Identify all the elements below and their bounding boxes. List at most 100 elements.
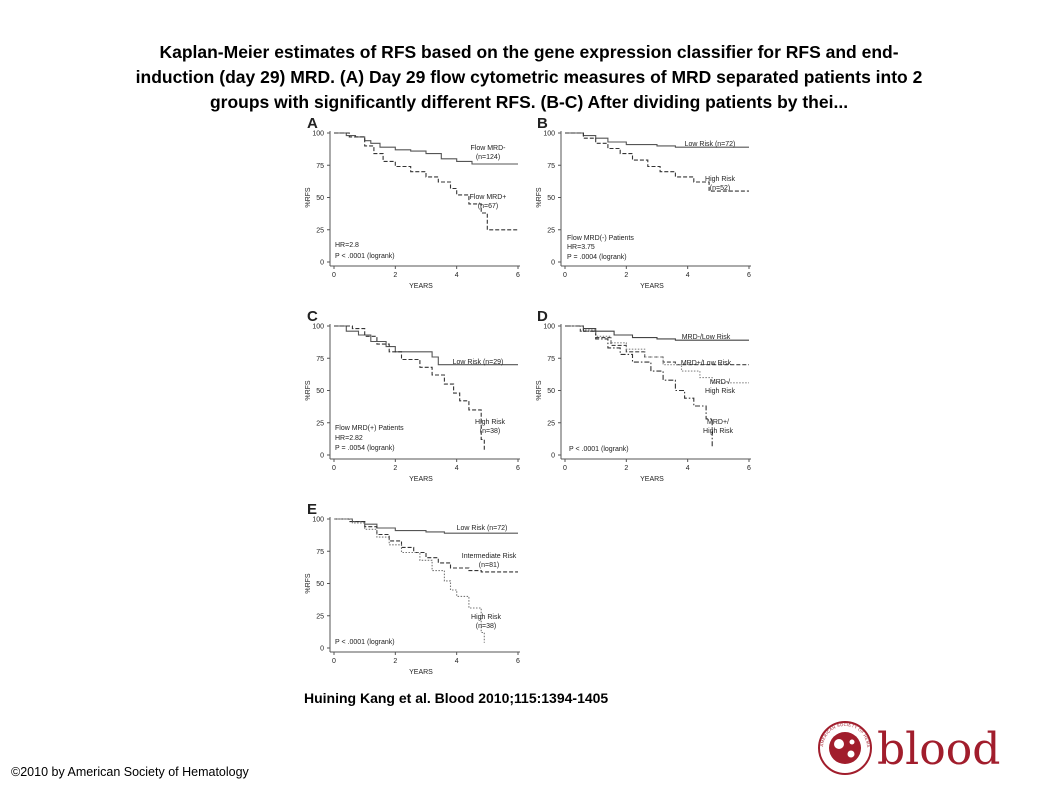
panel-letter: C [307,308,318,325]
x-axis-label: YEARS [409,476,433,483]
km-panel-e: E 0 25 50 75 100 0 2 4 6 YEARS %RFS Low Risk (n=72) I… [305,501,520,676]
logo-wordmark: blood [877,724,1000,775]
x-axis-label: YEARS [640,476,664,483]
x-axis-label: YEARS [640,283,664,290]
series-label: Low Risk (n=72) [685,141,736,148]
survival-curve [334,518,518,534]
survival-curve [334,132,518,231]
x-tick-label: 2 [393,272,397,279]
panel-letter: A [307,115,318,132]
citation: Huining Kang et al. Blood 2010;115:1394-… [304,690,609,706]
seal-core [829,732,861,764]
x-tick-label: 4 [455,272,459,279]
y-tick-label: 75 [547,356,555,363]
stat-annotation: P = .0004 (logrank) [567,254,627,261]
x-axis-label: YEARS [409,283,433,290]
y-tick-label: 100 [312,517,324,524]
series-label: (n=124) [476,154,500,161]
y-tick-label: 50 [547,388,555,395]
y-axis-label: %RFS [305,380,312,401]
y-tick-label: 100 [543,131,555,138]
series-label: MRD+/Low Risk [681,360,732,367]
stat-annotation: P < .0001 (logrank) [569,446,629,453]
series-label: MRD-/ [710,379,730,386]
y-tick-label: 25 [547,420,555,427]
series-label: High Risk [703,428,733,435]
survival-curve [334,325,518,366]
km-panel-c: C 0 25 50 75 100 0 2 4 6 YEARS %RFS Low Risk (n=29) H… [305,308,520,483]
series-label: Flow MRD- [471,145,507,152]
stat-annotation: Flow MRD(-) Patients [567,235,634,242]
y-tick-label: 75 [316,549,324,556]
x-tick-label: 0 [332,658,336,665]
series-label: Low Risk (n=72) [457,525,508,532]
y-tick-label: 0 [551,453,555,460]
series-label: Intermediate Risk [462,553,517,560]
y-tick-label: 0 [320,453,324,460]
x-tick-label: 6 [747,272,751,279]
series-label: High Risk [471,614,501,621]
series-label: MRD-/Low Risk [682,334,731,341]
x-axis-label: YEARS [409,669,433,676]
series-label: High Risk [705,388,735,395]
series-label: (n=67) [478,203,498,210]
x-tick-label: 0 [563,272,567,279]
y-tick-label: 75 [547,163,555,170]
survival-curve [334,325,485,450]
panel-letter: D [537,308,548,325]
survival-curve [334,518,518,573]
y-tick-label: 50 [316,388,324,395]
title-line: induction (day 29) MRD. (A) Day 29 flow … [135,67,923,87]
stat-annotation: P = .0054 (logrank) [335,445,395,452]
y-axis-label: %RFS [305,187,312,208]
y-tick-label: 100 [312,131,324,138]
title-line: groups with significantly different RFS.… [209,92,849,112]
km-panel-d: D 0 25 50 75 100 0 2 4 6 YEARS %RFS MRD-/Low Risk MRD… [536,308,751,483]
survival-curve [565,325,749,366]
y-tick-label: 0 [320,646,324,653]
x-tick-label: 6 [516,658,520,665]
blood-journal-logo: AMERICAN SOCIETY OF HEMATOLOGYblood [815,718,1000,775]
km-panel-a: A 0 25 50 75 100 0 2 4 6 YEARS %RFS Flow MRD- (n=124)… [305,115,520,290]
y-tick-label: 50 [316,581,324,588]
y-axis-label: %RFS [536,187,543,208]
y-tick-label: 0 [320,260,324,267]
x-tick-label: 2 [393,658,397,665]
stat-annotation: HR=2.82 [335,435,363,442]
x-tick-label: 6 [516,465,520,472]
y-tick-label: 75 [316,356,324,363]
km-panel-b: B 0 25 50 75 100 0 2 4 6 YEARS %RFS Low Risk (n=72) H… [536,115,751,290]
copyright-notice: ©2010 by American Society of Hematology [11,765,249,779]
x-tick-label: 4 [686,465,690,472]
x-tick-label: 0 [332,272,336,279]
seal-cell [849,739,855,745]
series-label: High Risk [475,419,505,426]
series-label: (n=38) [480,428,500,435]
stat-annotation: P < .0001 (logrank) [335,639,395,646]
y-tick-label: 25 [316,420,324,427]
y-tick-label: 25 [316,227,324,234]
x-tick-label: 4 [455,658,459,665]
x-tick-label: 6 [516,272,520,279]
series-label: (n=38) [476,623,496,630]
figure-title: Kaplan-Meier estimates of RFS based on t… [30,40,1028,117]
series-label: MRD+/ [707,419,729,426]
survival-curve [565,325,749,341]
survival-curve [565,132,749,148]
x-tick-label: 2 [624,465,628,472]
survival-curve [565,325,713,448]
x-tick-label: 2 [624,272,628,279]
y-axis-label: %RFS [305,573,312,594]
panel-letter: E [307,501,317,518]
x-tick-label: 0 [563,465,567,472]
y-tick-label: 75 [316,163,324,170]
x-tick-label: 4 [686,272,690,279]
series-label: High Risk [705,176,735,183]
society-seal-icon: AMERICAN SOCIETY OF HEMATOLOGY [815,718,872,775]
series-label: Flow MRD+ [470,194,507,201]
stat-annotation: HR=3.75 [567,244,595,251]
x-tick-label: 6 [747,465,751,472]
survival-curve [565,132,749,192]
y-axis-label: %RFS [536,380,543,401]
